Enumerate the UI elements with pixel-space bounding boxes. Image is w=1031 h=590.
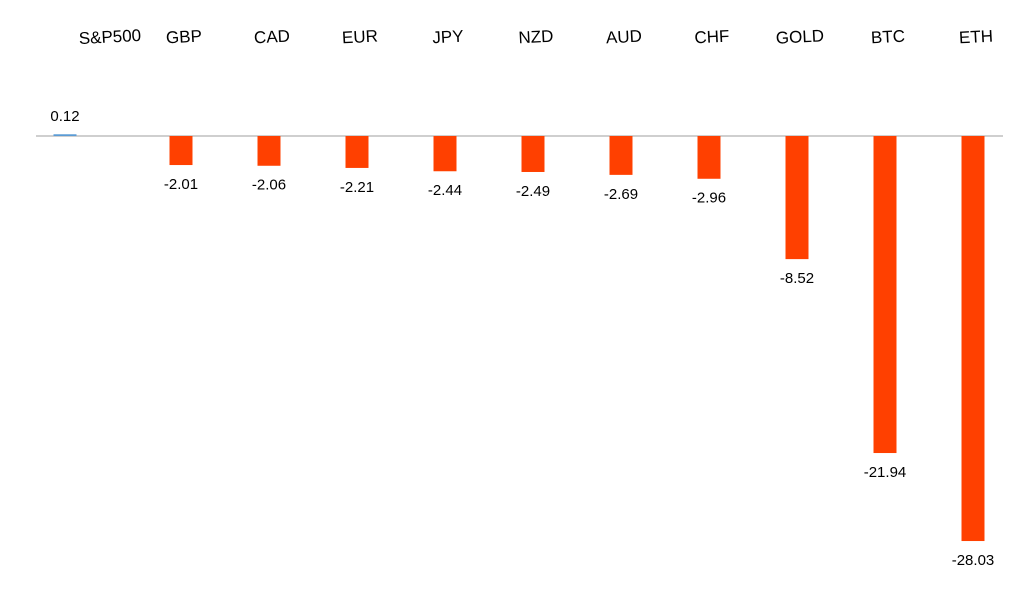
data-label: -2.06 [252, 177, 286, 194]
bar [521, 136, 545, 172]
bar [873, 136, 897, 454]
category-label: ETH [958, 27, 993, 48]
bar [785, 136, 809, 260]
bar [53, 134, 77, 136]
data-label: -28.03 [952, 552, 995, 569]
data-label: 0.12 [50, 108, 79, 125]
category-label: S&P500 [78, 26, 141, 48]
data-label: -2.49 [516, 183, 550, 200]
bar [697, 136, 721, 179]
category-label: GOLD [775, 26, 824, 47]
data-label: -8.52 [780, 270, 814, 287]
data-label: -2.01 [164, 176, 198, 193]
data-label: -2.21 [340, 179, 374, 196]
bar [169, 136, 193, 166]
category-label: CHF [694, 27, 730, 48]
bar [433, 136, 457, 172]
category-label: JPY [432, 27, 464, 48]
data-label: -21.94 [864, 464, 907, 481]
category-label: NZD [518, 27, 554, 48]
category-label: AUD [606, 27, 643, 48]
category-label: EUR [342, 27, 379, 48]
bar [609, 136, 633, 175]
category-label: GBP [166, 27, 203, 48]
data-label: -2.96 [692, 190, 726, 207]
data-label: -2.69 [604, 186, 638, 203]
bar [961, 136, 985, 542]
data-label: -2.44 [428, 182, 462, 199]
bar [345, 136, 369, 168]
bar [257, 136, 281, 166]
category-label: BTC [870, 27, 905, 48]
category-label: CAD [254, 27, 291, 48]
